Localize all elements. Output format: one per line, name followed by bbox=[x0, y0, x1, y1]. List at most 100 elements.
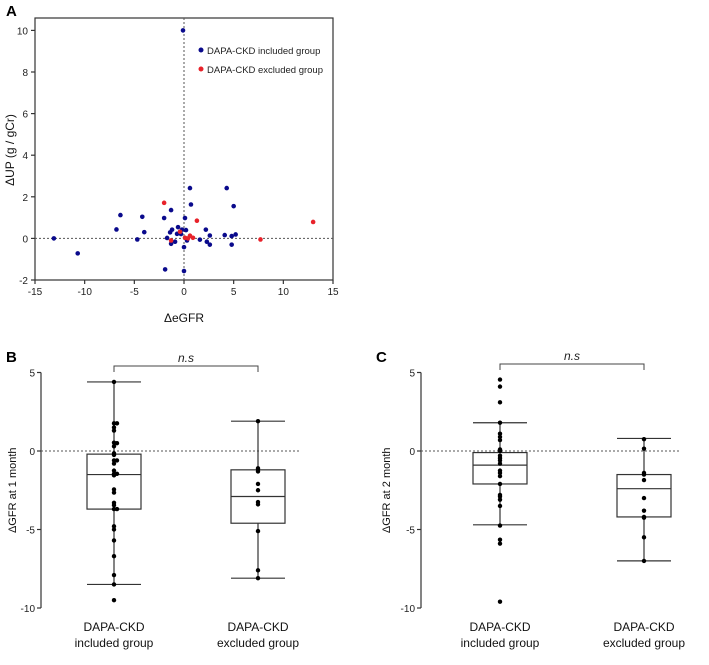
data-point bbox=[641, 477, 647, 483]
data-point-included bbox=[187, 185, 193, 191]
data-point-included bbox=[222, 232, 228, 238]
data-point-included bbox=[183, 227, 189, 233]
significance-label: n.s bbox=[564, 349, 580, 363]
data-point bbox=[497, 458, 503, 463]
category-label-line1: DAPA-CKD bbox=[227, 620, 288, 634]
y-tick-label: 0 bbox=[29, 447, 35, 458]
data-point-included bbox=[161, 215, 167, 221]
data-point bbox=[497, 437, 503, 443]
data-point bbox=[111, 379, 117, 385]
data-point bbox=[255, 481, 261, 487]
category-label-line2: included group bbox=[75, 636, 154, 650]
data-point bbox=[497, 481, 503, 487]
data-point-included bbox=[75, 251, 81, 256]
data-point-included bbox=[233, 232, 238, 237]
y-tick-label: -10 bbox=[401, 604, 416, 615]
panel-label-c: C bbox=[376, 349, 387, 366]
data-point bbox=[641, 515, 647, 520]
data-point-included bbox=[204, 239, 210, 245]
legend-entry: DAPA-CKD excluded group bbox=[207, 65, 323, 76]
data-point bbox=[111, 553, 117, 559]
data-point bbox=[114, 421, 120, 426]
data-point bbox=[497, 523, 503, 528]
y-tick-label: 4 bbox=[22, 151, 28, 162]
panel-label-a: A bbox=[6, 3, 17, 20]
data-point bbox=[497, 494, 503, 499]
x-tick-label: 5 bbox=[231, 287, 237, 298]
data-point-excluded bbox=[310, 219, 316, 225]
category-label-line2: excluded group bbox=[603, 636, 685, 650]
data-point-excluded bbox=[168, 238, 174, 243]
data-point bbox=[497, 431, 503, 436]
category-label-line2: included group bbox=[461, 636, 540, 650]
y-tick-label: 8 bbox=[22, 68, 28, 79]
data-point-included bbox=[168, 241, 174, 247]
data-point bbox=[255, 488, 261, 493]
x-tick-label: -10 bbox=[77, 287, 92, 298]
data-point-included bbox=[51, 236, 57, 241]
data-point-included bbox=[224, 185, 230, 191]
data-point bbox=[497, 461, 503, 466]
data-point-included bbox=[207, 242, 213, 247]
data-point bbox=[111, 490, 117, 495]
data-point bbox=[111, 461, 117, 466]
data-point bbox=[641, 472, 647, 477]
data-point-included bbox=[229, 233, 234, 239]
data-point bbox=[255, 528, 261, 534]
data-point bbox=[255, 568, 261, 573]
data-point bbox=[111, 428, 117, 433]
data-point bbox=[641, 508, 647, 513]
category-label-line1: DAPA-CKD bbox=[469, 620, 530, 634]
x-tick-label: 15 bbox=[327, 287, 339, 298]
data-point-included bbox=[197, 237, 203, 242]
data-point bbox=[497, 377, 503, 382]
y-tick-label: -5 bbox=[406, 526, 415, 537]
data-point bbox=[111, 527, 117, 532]
data-point bbox=[111, 538, 117, 543]
data-point bbox=[255, 575, 261, 581]
data-point-included bbox=[114, 227, 119, 232]
data-point-included bbox=[229, 242, 234, 247]
data-point bbox=[114, 506, 120, 512]
data-point bbox=[641, 437, 647, 442]
data-point bbox=[111, 582, 117, 587]
data-point bbox=[114, 440, 120, 446]
y-tick-label: -10 bbox=[21, 604, 36, 615]
data-point bbox=[111, 468, 117, 473]
y-tick-label: 5 bbox=[409, 369, 415, 380]
significance-label: n.s bbox=[178, 351, 194, 365]
y-axis-label: ΔGFR at 2 month bbox=[381, 447, 393, 533]
data-point-excluded bbox=[190, 235, 196, 241]
data-point-included bbox=[172, 239, 178, 245]
category-label-line2: excluded group bbox=[217, 636, 299, 650]
y-tick-label: -2 bbox=[19, 276, 28, 287]
x-tick-label: 0 bbox=[181, 287, 187, 298]
data-point-included bbox=[180, 28, 186, 33]
data-point bbox=[497, 434, 503, 440]
data-point-included bbox=[231, 203, 236, 209]
data-point-excluded bbox=[194, 218, 200, 224]
data-point-included bbox=[181, 244, 187, 250]
data-point bbox=[497, 470, 503, 476]
data-point bbox=[111, 524, 117, 529]
data-point bbox=[641, 495, 647, 501]
data-point-excluded bbox=[258, 237, 263, 242]
significance-bracket bbox=[113, 365, 259, 372]
y-tick-label: -5 bbox=[26, 526, 35, 537]
data-point bbox=[497, 473, 503, 479]
category-label-line1: DAPA-CKD bbox=[83, 620, 144, 634]
y-tick-label: 2 bbox=[22, 193, 28, 204]
data-point bbox=[111, 452, 117, 458]
data-point bbox=[497, 541, 503, 546]
x-axis-label: ΔeGFR bbox=[164, 311, 204, 325]
data-point bbox=[255, 502, 261, 507]
x-tick-label: -15 bbox=[28, 287, 43, 298]
data-point-included bbox=[188, 202, 194, 207]
data-point-included bbox=[162, 267, 168, 272]
data-point-included bbox=[182, 215, 188, 221]
data-point-included bbox=[164, 235, 170, 241]
y-tick-label: 6 bbox=[22, 110, 28, 121]
data-point bbox=[497, 448, 503, 454]
data-point bbox=[111, 425, 117, 430]
